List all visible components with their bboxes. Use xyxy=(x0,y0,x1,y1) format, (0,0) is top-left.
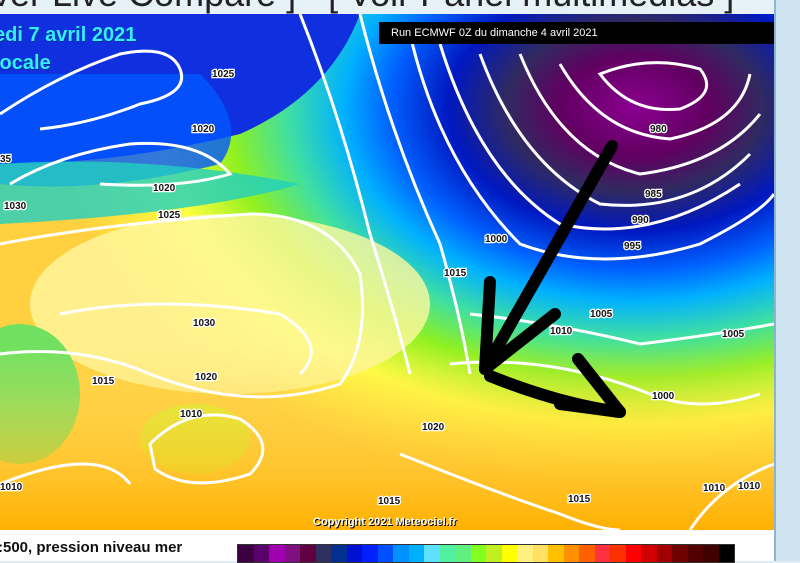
color-swatch xyxy=(641,545,657,562)
color-swatch xyxy=(687,545,703,562)
isobar-label: 990 xyxy=(632,215,649,226)
color-swatch xyxy=(672,545,688,562)
color-swatch xyxy=(238,545,254,562)
color-swatch xyxy=(532,545,548,562)
color-swatch xyxy=(703,545,719,562)
header-links[interactable]: ver Live Compare ] - [ Voir Panel multim… xyxy=(0,0,734,14)
color-swatch xyxy=(548,545,564,562)
color-swatch xyxy=(424,545,440,562)
color-swatch xyxy=(718,545,734,562)
color-swatch xyxy=(579,545,595,562)
isobar-label: 1015 xyxy=(568,494,591,505)
isobar-label: 995 xyxy=(624,241,641,252)
isobar-label: 1015 xyxy=(92,376,115,387)
isobar-label: 1030 xyxy=(193,318,216,329)
color-swatch xyxy=(517,545,533,562)
color-swatch xyxy=(563,545,579,562)
isobar-label: 1005 xyxy=(590,309,613,320)
time-label: locale xyxy=(0,52,51,74)
isobar-label: 1010 xyxy=(738,481,761,492)
isobar-label: 1020 xyxy=(153,183,176,194)
isobar-label: 985 xyxy=(645,189,662,200)
color-swatch xyxy=(408,545,424,562)
color-swatch xyxy=(284,545,300,562)
color-swatch xyxy=(269,545,285,562)
color-swatch xyxy=(331,545,347,562)
color-swatch xyxy=(439,545,455,562)
color-swatch xyxy=(362,545,378,562)
page-header: ver Live Compare ] - [ Voir Panel multim… xyxy=(0,0,800,14)
isobar-label: 1015 xyxy=(378,496,401,507)
color-swatch xyxy=(377,545,393,562)
run-label: Run ECMWF 0Z du dimanche 4 avril 2021 xyxy=(379,22,774,44)
isobar-label: 1020 xyxy=(192,124,215,135)
color-swatch xyxy=(656,545,672,562)
page-scrollbar[interactable] xyxy=(774,0,800,561)
color-swatch xyxy=(625,545,641,562)
isobar-label: 1010 xyxy=(703,483,726,494)
isobar-label: 1020 xyxy=(422,422,445,433)
isobar-label: 1015 xyxy=(444,268,467,279)
isobar-label: 1025 xyxy=(212,69,235,80)
isobar-label: 1010 xyxy=(180,409,203,420)
isobar-label: 35 xyxy=(0,154,12,165)
weather-map: 1025 1020 1020 1030 1025 980 985 990 995… xyxy=(0,14,774,530)
color-swatch xyxy=(501,545,517,562)
color-swatch xyxy=(346,545,362,562)
color-swatch xyxy=(393,545,409,562)
color-scale xyxy=(237,544,735,563)
color-swatch xyxy=(594,545,610,562)
legend-bar: :500, pression niveau mer xyxy=(0,530,774,563)
color-swatch xyxy=(455,545,471,562)
isobar-label: 1010 xyxy=(0,482,23,493)
color-swatch xyxy=(610,545,626,562)
isobar-label: 1025 xyxy=(158,210,181,221)
date-label: edi 7 avril 2021 xyxy=(0,24,137,46)
color-swatch xyxy=(486,545,502,562)
isobar-label: 1020 xyxy=(195,372,218,383)
color-swatch xyxy=(253,545,269,562)
copyright: Copyright 2021 Meteociel.fr xyxy=(313,516,457,528)
isobar-label: 1000 xyxy=(652,391,675,402)
isobar-label: 980 xyxy=(650,124,667,135)
legend-title: :500, pression niveau mer xyxy=(0,539,183,556)
color-swatch xyxy=(300,545,316,562)
isobar-label: 1000 xyxy=(485,234,508,245)
isobar-label: 1005 xyxy=(722,329,745,340)
isobar-label: 1010 xyxy=(550,326,573,337)
color-swatch xyxy=(470,545,486,562)
color-swatch xyxy=(315,545,331,562)
isobar-label: 1030 xyxy=(4,201,27,212)
